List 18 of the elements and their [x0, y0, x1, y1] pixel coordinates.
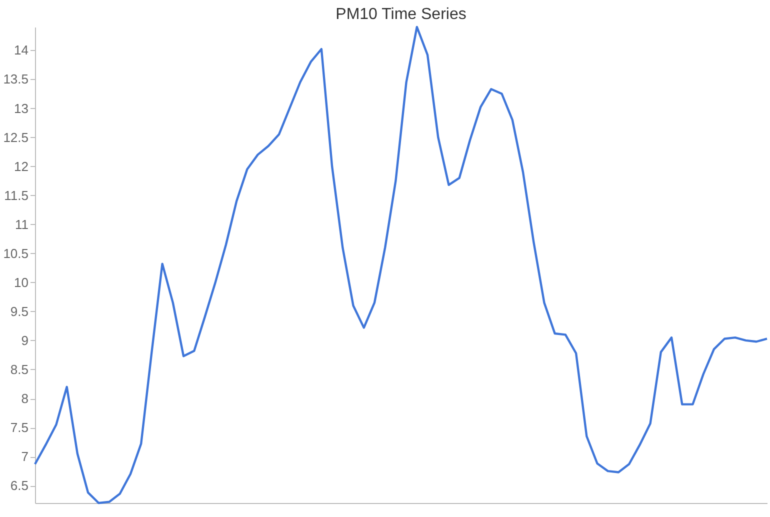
line-series	[34, 26, 768, 504]
y-tick-label: 10	[14, 274, 28, 290]
y-tick-label: 10.5	[3, 246, 28, 261]
y-tick-label: 11	[15, 216, 28, 232]
y-tick-label: 8	[21, 391, 28, 406]
y-tick-label: 7.5	[10, 420, 28, 436]
chart-title: PM10 Time Series	[336, 6, 466, 23]
y-tick-label: 12	[14, 158, 28, 174]
y-tick-label: 14	[14, 42, 28, 58]
y-tick-label: 7	[21, 449, 28, 464]
y-tick-label: 9	[21, 332, 28, 348]
y-tick-label: 8.5	[10, 362, 28, 377]
y-tick-label: 9.5	[10, 304, 28, 319]
y-tick-label: 6.5	[10, 478, 28, 494]
y-tick-label: 12.5	[3, 130, 28, 145]
y-tick-label: 13	[14, 100, 28, 116]
y-tick-label: 11.5	[4, 188, 28, 203]
y-tick-label: 13.5	[3, 72, 28, 87]
